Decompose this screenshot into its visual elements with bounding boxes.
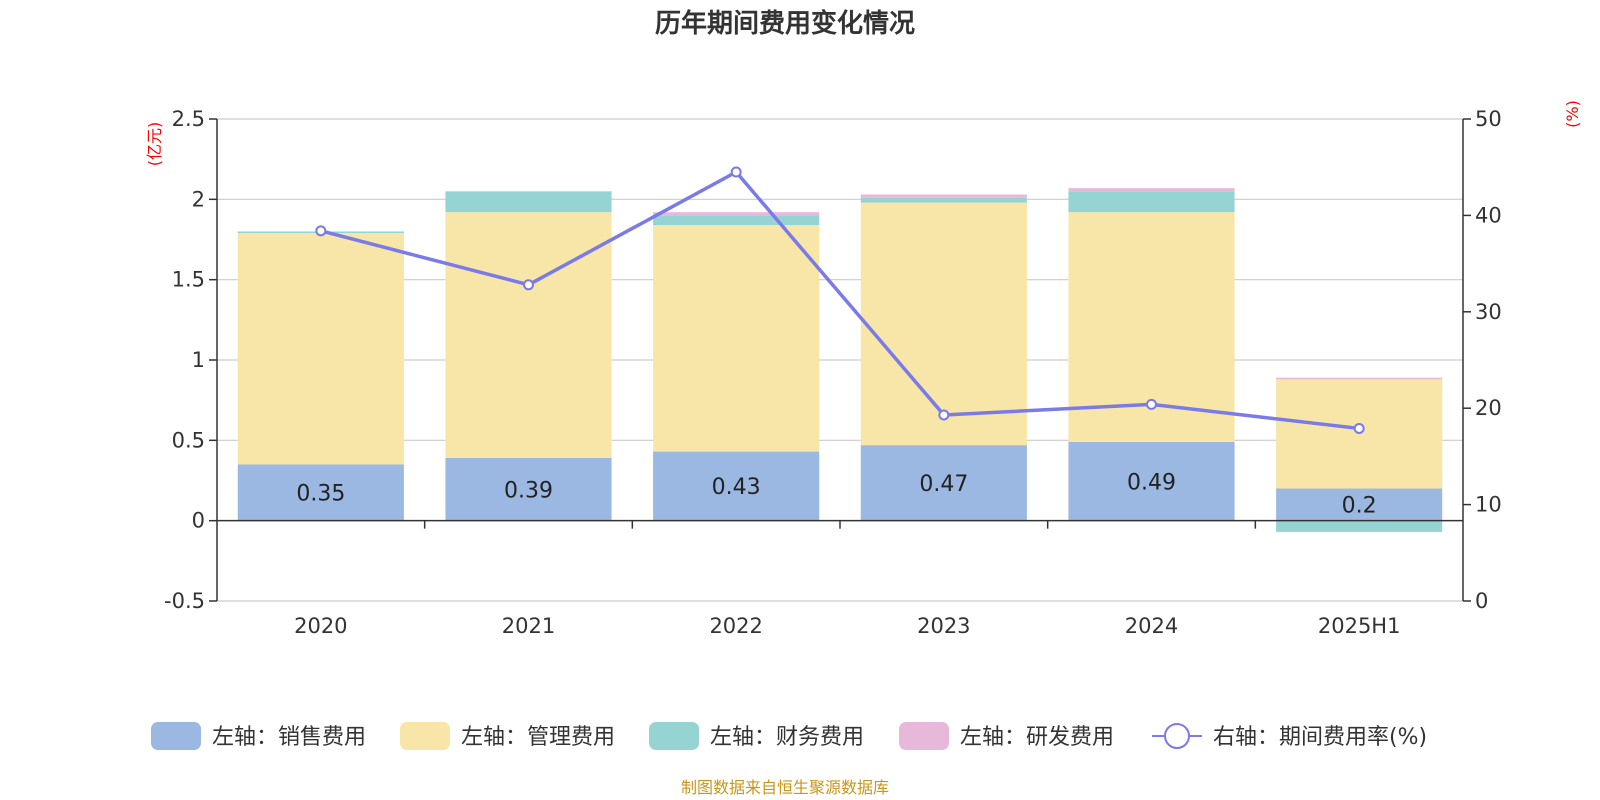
line-series xyxy=(315,166,1365,434)
x-axis-tick-label: 2025H1 xyxy=(1318,614,1401,638)
rate-point-2022 xyxy=(730,166,742,178)
bar-2-2022 xyxy=(653,225,820,452)
source-note: 制图数据来自恒生聚源数据库 xyxy=(681,778,889,797)
data-label-2020: 0.35 xyxy=(296,482,345,507)
x-axis-tick-label: 2021 xyxy=(502,614,555,638)
right-axis-tick-label: 20 xyxy=(1475,396,1502,420)
right-axis-tick-label: 50 xyxy=(1475,107,1502,131)
bar-1-2024 xyxy=(1068,441,1235,521)
bar-3-2022 xyxy=(653,215,820,226)
x-axis-tick-label: 2022 xyxy=(709,614,762,638)
rate-point-2023 xyxy=(938,409,950,421)
bar-4-2022 xyxy=(653,212,820,216)
bar-3-2021 xyxy=(445,191,612,213)
left-axis-tick-label: 0.5 xyxy=(172,428,205,452)
bar-1-2022 xyxy=(653,451,820,521)
right-axis-tick-label: 40 xyxy=(1475,203,1502,227)
bar-4-2024 xyxy=(1068,188,1235,192)
bar-1-2021 xyxy=(445,458,612,521)
data-label-2022: 0.43 xyxy=(712,475,761,500)
rate-line xyxy=(320,170,1360,431)
left-axis-tick-label: 1 xyxy=(192,348,205,372)
right-axis-tick-label: 30 xyxy=(1475,300,1502,324)
chart-title: 历年期间费用变化情况 xyxy=(655,8,915,39)
bar-3-2024 xyxy=(1068,191,1235,213)
legend-label-3: 左轴：财务费用 xyxy=(710,725,864,750)
x-axis-tick-label: 2023 xyxy=(917,614,970,638)
bar-3-2023 xyxy=(860,197,1027,203)
bar-2-2021 xyxy=(445,212,612,459)
right-axis-tick-label: 10 xyxy=(1475,493,1502,517)
bar-4-2025H1 xyxy=(1276,377,1443,380)
legend-swatch-1 xyxy=(151,722,201,750)
legend-marker-icon xyxy=(1164,723,1190,749)
legend-swatch-2 xyxy=(400,722,450,750)
data-label-2025H1: 0.2 xyxy=(1342,494,1377,519)
bar-1-2023 xyxy=(860,445,1027,521)
x-axis-tick-label: 2024 xyxy=(1125,614,1178,638)
left-axis-tick-label: 0 xyxy=(192,509,205,533)
bar-3-2025H1 xyxy=(1276,520,1443,532)
legend-swatch-4 xyxy=(899,722,949,750)
data-label-2024: 0.49 xyxy=(1127,470,1176,495)
rate-point-2024 xyxy=(1146,398,1157,410)
axes: -0.5 0 0.5 1 1.5 2 2.5 0 10 20 30 40 50 2020 2021 2022 2… xyxy=(164,107,1502,638)
legend-label-4: 左轴：研发费用 xyxy=(960,725,1114,750)
rate-point-2021 xyxy=(523,279,534,291)
left-axis-tick-label: 2.5 xyxy=(172,107,205,131)
legend-label-2: 左轴：管理费用 xyxy=(461,725,615,750)
left-axis-tick-label: 2 xyxy=(192,187,205,211)
bar-2-2023 xyxy=(860,202,1027,446)
left-axis-tick-label: -0.5 xyxy=(164,589,205,613)
grid-lines xyxy=(217,118,1463,602)
legend-label-1: 左轴：销售费用 xyxy=(212,725,366,750)
right-axis-unit-label: (%) xyxy=(1563,100,1582,128)
data-label-2021: 0.39 xyxy=(504,478,553,503)
bar-1-2025H1 xyxy=(1276,488,1443,521)
data-labels: 0.35 0.39 0.43 0.47 0.49 0.2 xyxy=(296,470,1376,518)
bar-2-2020 xyxy=(237,233,404,465)
legend-swatch-3 xyxy=(649,722,699,750)
rate-point-2025H1 xyxy=(1353,422,1365,434)
data-label-2023: 0.47 xyxy=(919,472,968,497)
legend: 左轴：销售费用 左轴：管理费用 左轴：财务费用 左轴：研发费用 右轴：期间费用率(%) xyxy=(151,722,1427,750)
bar-4-2023 xyxy=(860,194,1027,198)
left-axis-tick-label: 1.5 xyxy=(172,268,205,292)
rate-point-2020 xyxy=(315,225,327,237)
right-axis-tick-label: 0 xyxy=(1475,589,1488,613)
x-axis-tick-label: 2020 xyxy=(294,614,347,638)
bar-1-2020 xyxy=(237,464,404,521)
left-axis-unit-label: (亿元) xyxy=(145,122,164,167)
legend-label-5: 右轴：期间费用率(%) xyxy=(1213,725,1427,750)
